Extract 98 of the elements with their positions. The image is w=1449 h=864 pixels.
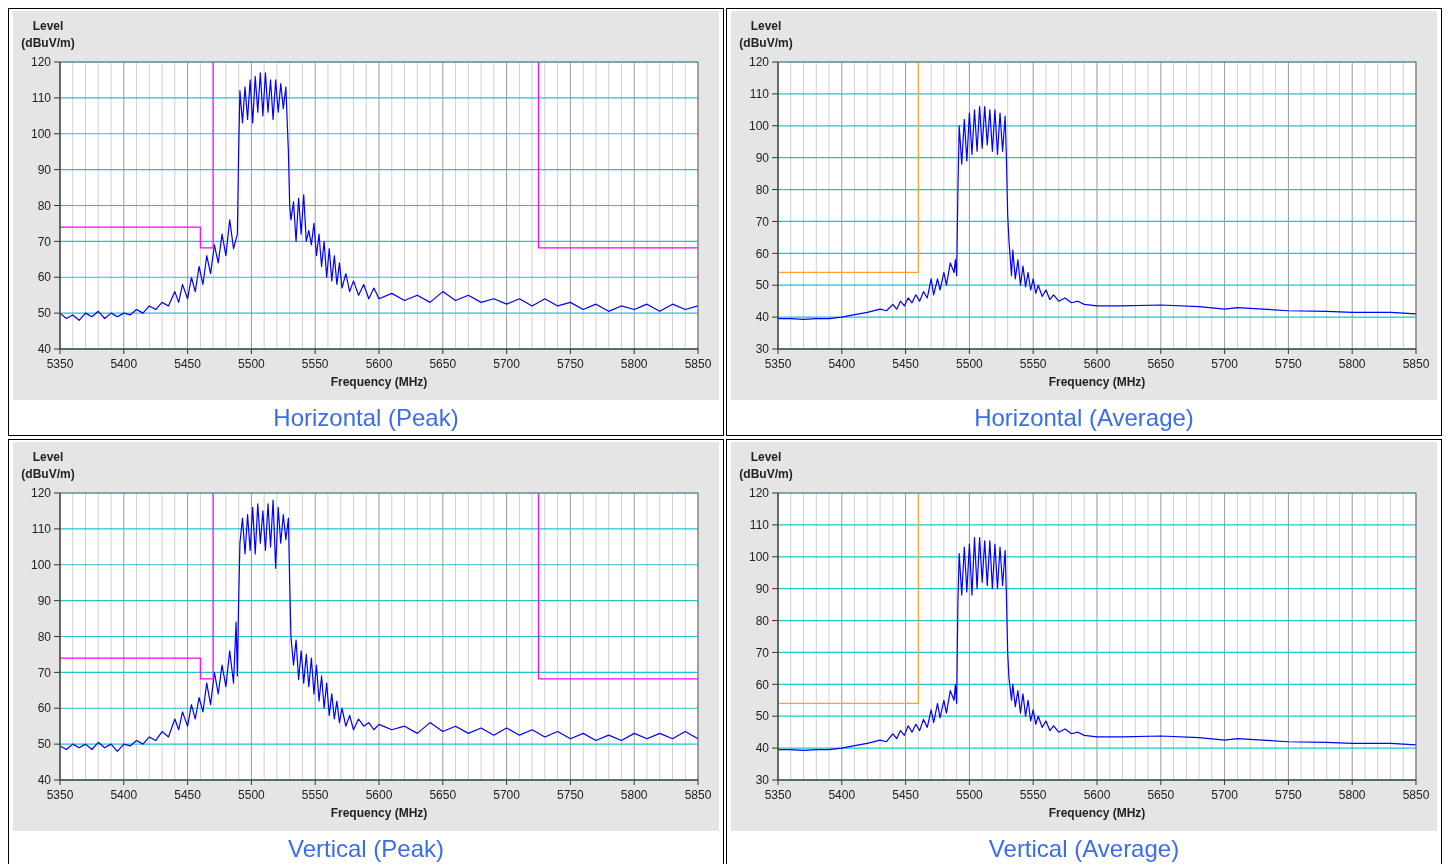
x-tick-label: 5350 xyxy=(764,788,792,802)
x-tick-label: 5450 xyxy=(174,357,202,371)
x-tick-label: 5700 xyxy=(1211,788,1239,802)
x-tick-label: 5600 xyxy=(365,357,393,371)
x-tick-label: 5850 xyxy=(684,788,712,802)
y-tick-label: 40 xyxy=(755,741,770,756)
y-tick-label: 70 xyxy=(37,665,52,680)
y-axis-title: Level (dBuV/m) xyxy=(739,19,793,50)
x-axis-title: Frequency (MHz) xyxy=(1048,375,1146,389)
x-axis-title: Frequency (MHz) xyxy=(330,375,428,389)
y-tick-label: 80 xyxy=(755,182,770,197)
x-tick-label: 5650 xyxy=(1147,788,1175,802)
x-axis-title: Frequency (MHz) xyxy=(330,806,428,820)
x-tick-label: 5500 xyxy=(238,788,266,802)
x-tick-label: 5700 xyxy=(1211,357,1239,371)
y-tick-label: 50 xyxy=(37,737,52,752)
line-series xyxy=(777,106,1417,320)
x-tick-label: 5350 xyxy=(46,788,74,802)
x-tick-label: 5700 xyxy=(493,357,521,371)
y-tick-label: 70 xyxy=(755,214,770,229)
y-tick-label: 40 xyxy=(755,310,770,325)
x-tick-label: 5750 xyxy=(1275,788,1303,802)
x-tick-label: 5350 xyxy=(764,357,792,371)
y-tick-label: 80 xyxy=(37,198,52,213)
y-tick-label: 110 xyxy=(749,87,770,102)
y-tick-label: 100 xyxy=(30,126,52,141)
y-tick-label: 70 xyxy=(755,645,770,660)
y-tick-label: 90 xyxy=(37,593,52,608)
x-tick-label: 5750 xyxy=(557,788,585,802)
y-tick-label: 120 xyxy=(748,55,770,70)
text: Vertical (Average) xyxy=(988,835,1180,862)
y-tick-label: 50 xyxy=(755,278,770,293)
y-tick-label: 100 xyxy=(748,549,770,564)
y-tick-label: 90 xyxy=(755,150,770,165)
y-axis-title: Level (dBuV/m) xyxy=(21,19,75,50)
x-tick-label: 5550 xyxy=(1019,788,1047,802)
text: Horizontal (Peak) xyxy=(273,404,459,431)
y-tick-label: 110 xyxy=(31,91,52,106)
x-tick-label: 5850 xyxy=(1402,357,1430,371)
y-axis-title: Level (dBuV/m) xyxy=(21,450,75,481)
x-tick-label: 5650 xyxy=(429,788,457,802)
x-tick-label: 5750 xyxy=(1275,357,1303,371)
x-tick-label: 5600 xyxy=(1083,788,1111,802)
x-tick-label: 5800 xyxy=(1338,788,1366,802)
y-tick-label: 120 xyxy=(748,486,770,501)
x-tick-label: 5500 xyxy=(956,357,984,371)
x-tick-label: 5650 xyxy=(429,357,457,371)
x-tick-label: 5400 xyxy=(110,357,138,371)
x-tick-label: 5750 xyxy=(557,357,585,371)
x-tick-label: 5800 xyxy=(620,357,648,371)
x-tick-label: 5800 xyxy=(620,788,648,802)
x-tick-label: 5850 xyxy=(1402,788,1430,802)
line-series xyxy=(59,72,699,321)
text: Horizontal (Average) xyxy=(974,404,1194,431)
x-tick-label: 5700 xyxy=(493,788,521,802)
line-series xyxy=(59,499,699,752)
x-tick-label: 5550 xyxy=(301,357,329,371)
x-tick-label: 5650 xyxy=(1147,357,1175,371)
x-tick-label: 5500 xyxy=(956,788,984,802)
x-axis-title: Frequency (MHz) xyxy=(1048,806,1146,820)
y-tick-label: 100 xyxy=(30,557,52,572)
y-tick-label: 90 xyxy=(37,162,52,177)
x-tick-label: 5450 xyxy=(174,788,202,802)
x-tick-label: 5350 xyxy=(46,357,74,371)
y-tick-label: 70 xyxy=(37,234,52,249)
y-tick-label: 110 xyxy=(31,522,52,537)
x-tick-label: 5550 xyxy=(1019,357,1047,371)
y-tick-label: 60 xyxy=(755,677,770,692)
x-tick-label: 5600 xyxy=(365,788,393,802)
y-tick-label: 120 xyxy=(30,55,52,70)
y-tick-label: 90 xyxy=(755,581,770,596)
x-tick-label: 5550 xyxy=(301,788,329,802)
y-tick-label: 30 xyxy=(755,773,770,788)
text: Vertical (Peak) xyxy=(287,835,445,862)
x-tick-label: 5400 xyxy=(110,788,138,802)
x-tick-label: 5400 xyxy=(828,357,856,371)
y-tick-label: 110 xyxy=(749,518,770,533)
y-tick-label: 40 xyxy=(37,773,52,788)
y-tick-label: 80 xyxy=(755,613,770,628)
y-tick-label: 60 xyxy=(755,246,770,261)
y-tick-label: 30 xyxy=(755,342,770,357)
y-tick-label: 60 xyxy=(37,701,52,716)
x-tick-label: 5600 xyxy=(1083,357,1111,371)
y-tick-label: 50 xyxy=(755,709,770,724)
y-axis-title: Level (dBuV/m) xyxy=(739,450,793,481)
y-tick-label: 80 xyxy=(37,629,52,644)
y-tick-label: 120 xyxy=(30,486,52,501)
x-tick-label: 5850 xyxy=(684,357,712,371)
y-tick-label: 60 xyxy=(37,270,52,285)
x-tick-label: 5400 xyxy=(828,788,856,802)
x-tick-label: 5500 xyxy=(238,357,266,371)
y-tick-label: 40 xyxy=(37,342,52,357)
line-series xyxy=(777,537,1417,751)
y-tick-label: 100 xyxy=(748,118,770,133)
x-tick-label: 5800 xyxy=(1338,357,1366,371)
x-tick-label: 5450 xyxy=(892,788,920,802)
x-tick-label: 5450 xyxy=(892,357,920,371)
y-tick-label: 50 xyxy=(37,306,52,321)
